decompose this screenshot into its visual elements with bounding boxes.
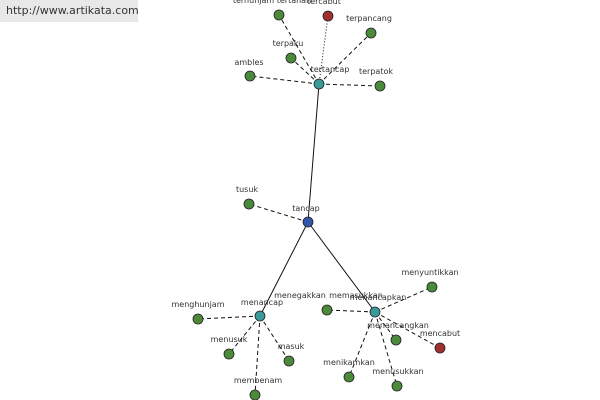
edge [307,83,320,223]
edge [374,286,433,313]
node-label: menancapkan [350,293,407,302]
node [249,389,261,400]
node-label: membenam [234,376,282,385]
node [223,348,235,360]
edge [348,311,376,378]
edge [318,83,381,87]
node-label: tusuk [236,185,258,194]
node [302,216,314,228]
node-label: menusukkan [372,367,423,376]
node [243,198,255,210]
edge [290,57,320,85]
node-label: menyuntikkan [401,268,458,277]
node-label: tercabut [307,0,341,6]
node-label: mencabut [420,329,460,338]
node [391,380,403,392]
watermark: http://www.artikata.com [0,0,139,22]
node [369,306,381,318]
edge [254,315,261,396]
edge [197,315,261,320]
edge [374,311,397,341]
node-label: tancap [292,204,320,213]
edge [318,15,329,85]
node [285,52,297,64]
node-label: masuk [278,342,305,351]
node [434,342,446,354]
node [283,355,295,367]
node-label: terpancang [346,14,392,23]
node [426,281,438,293]
node-label: terpatok [359,67,393,76]
edge [307,221,376,313]
node-label: menghunjam [172,300,225,309]
node-label: menikamkan [323,358,375,367]
edge [374,311,441,349]
node [365,27,377,39]
node [313,78,325,90]
edge [249,75,320,85]
node-label: menusuk [211,335,248,344]
node [321,304,333,316]
node [390,334,402,346]
edge [228,315,261,355]
edge [259,315,290,362]
node [343,371,355,383]
node-label: memasukkan [329,291,383,300]
node-label: ambles [234,58,263,67]
node-label: menancap [241,298,283,307]
node [273,9,285,21]
edge [318,32,372,85]
node-label: menegakkan [274,291,326,300]
node [244,70,256,82]
node [192,313,204,325]
edge [248,203,309,223]
node [322,10,334,22]
node [254,310,266,322]
edge [326,309,376,313]
edge [278,14,320,85]
edge [374,311,398,387]
edge [259,221,309,317]
node-label: menancangkan [367,321,429,330]
node-label: terpaku [273,39,304,48]
node-label: tertancap [311,65,350,74]
node-label: terhunjam tertahan [233,0,311,5]
node [374,80,386,92]
